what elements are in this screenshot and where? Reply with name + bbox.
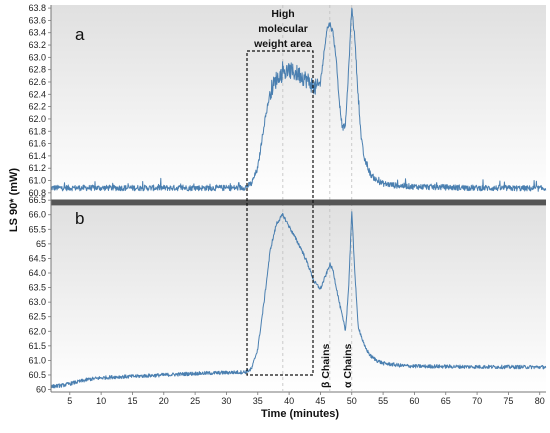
y-tick-label: 63.2 — [28, 40, 46, 50]
y-tick-label: 63.8 — [28, 3, 46, 13]
y-tick-label: 65.5 — [28, 224, 46, 234]
vertical-guides — [282, 5, 353, 391]
panel-b-background — [51, 206, 546, 392]
x-tick-label: 20 — [159, 396, 169, 406]
y-tick-label: 62.8 — [28, 65, 46, 75]
y-tick-label: 63.6 — [28, 15, 46, 25]
y-tick-label: 60 — [36, 385, 46, 395]
x-tick-label: 45 — [315, 396, 325, 406]
y-tick-label: 61.2 — [28, 163, 46, 173]
panel-label-b: b — [75, 209, 84, 228]
series-line-panel-a — [50, 7, 547, 192]
annotation-molecular: molecular — [258, 23, 308, 35]
data-lines — [50, 7, 547, 389]
x-tick-label: 25 — [190, 396, 200, 406]
y-axis-title: LS 90* (mW) — [8, 168, 20, 233]
y-tick-label: 64.0 — [28, 268, 46, 278]
y-tick-label: 63.0 — [28, 297, 46, 307]
x-tick-label: 10 — [96, 396, 106, 406]
x-tick-label: 15 — [127, 396, 137, 406]
y-tick-label: 66.0 — [28, 210, 46, 220]
annotation-beta-chains: β Chains — [320, 344, 332, 388]
y-tick-label: 63.5 — [28, 283, 46, 293]
y-tick-label: 65 — [36, 239, 46, 249]
x-axis-title: Time (minutes) — [261, 408, 339, 420]
y-tick-label: 63.0 — [28, 52, 46, 62]
y-tick-label: 63.4 — [28, 28, 46, 38]
x-tick-label: 70 — [472, 396, 482, 406]
x-tick-label: 65 — [441, 396, 451, 406]
y-tick-label: 62.6 — [28, 77, 46, 87]
y-tick-label: 62.4 — [28, 89, 46, 99]
x-tick-label: 75 — [503, 396, 513, 406]
y-tick-label: 61.6 — [28, 139, 46, 149]
y-tick-label: 66.5 — [28, 195, 46, 205]
y-tick-label: 62.5 — [28, 312, 46, 322]
axis-ticks: 60.8 61.0 61.2 61.4 61.6 61.8 62.0 62.2 62.4 62.6… — [28, 3, 544, 406]
y-tick-label: 60.5 — [28, 370, 46, 380]
y-tick-label: 64.5 — [28, 253, 46, 263]
y-tick-label: 61.5 — [28, 341, 46, 351]
series-line-panel-b — [50, 211, 547, 389]
x-tick-label: 40 — [284, 396, 294, 406]
y-tick-label: 62.0 — [28, 114, 46, 124]
panel-separator — [51, 199, 546, 206]
x-tick-label: 5 — [67, 396, 72, 406]
y-tick-label: 61.4 — [28, 151, 46, 161]
x-tick-label: 80 — [535, 396, 545, 406]
y-tick-label: 61.0 — [28, 176, 46, 186]
x-tick-label: 55 — [378, 396, 388, 406]
annotation-alpha-chains: α Chains — [342, 343, 354, 388]
y-tick-label: 61.8 — [28, 126, 46, 136]
y-tick-label: 60.8 — [28, 188, 46, 198]
panel-label-a: a — [75, 25, 85, 44]
x-tick-label: 50 — [347, 396, 357, 406]
y-tick-label: 62.0 — [28, 326, 46, 336]
high-molecular-weight-box — [246, 50, 314, 376]
annotation-high: High — [271, 8, 294, 20]
y-tick-label: 62.2 — [28, 102, 46, 112]
x-tick-label: 60 — [409, 396, 419, 406]
y-tick-label: 61.0 — [28, 355, 46, 365]
x-tick-label: 30 — [221, 396, 231, 406]
x-tick-label: 35 — [253, 396, 263, 406]
annotation-weight-area: weight area — [253, 38, 312, 50]
panel-a-background — [51, 5, 546, 200]
